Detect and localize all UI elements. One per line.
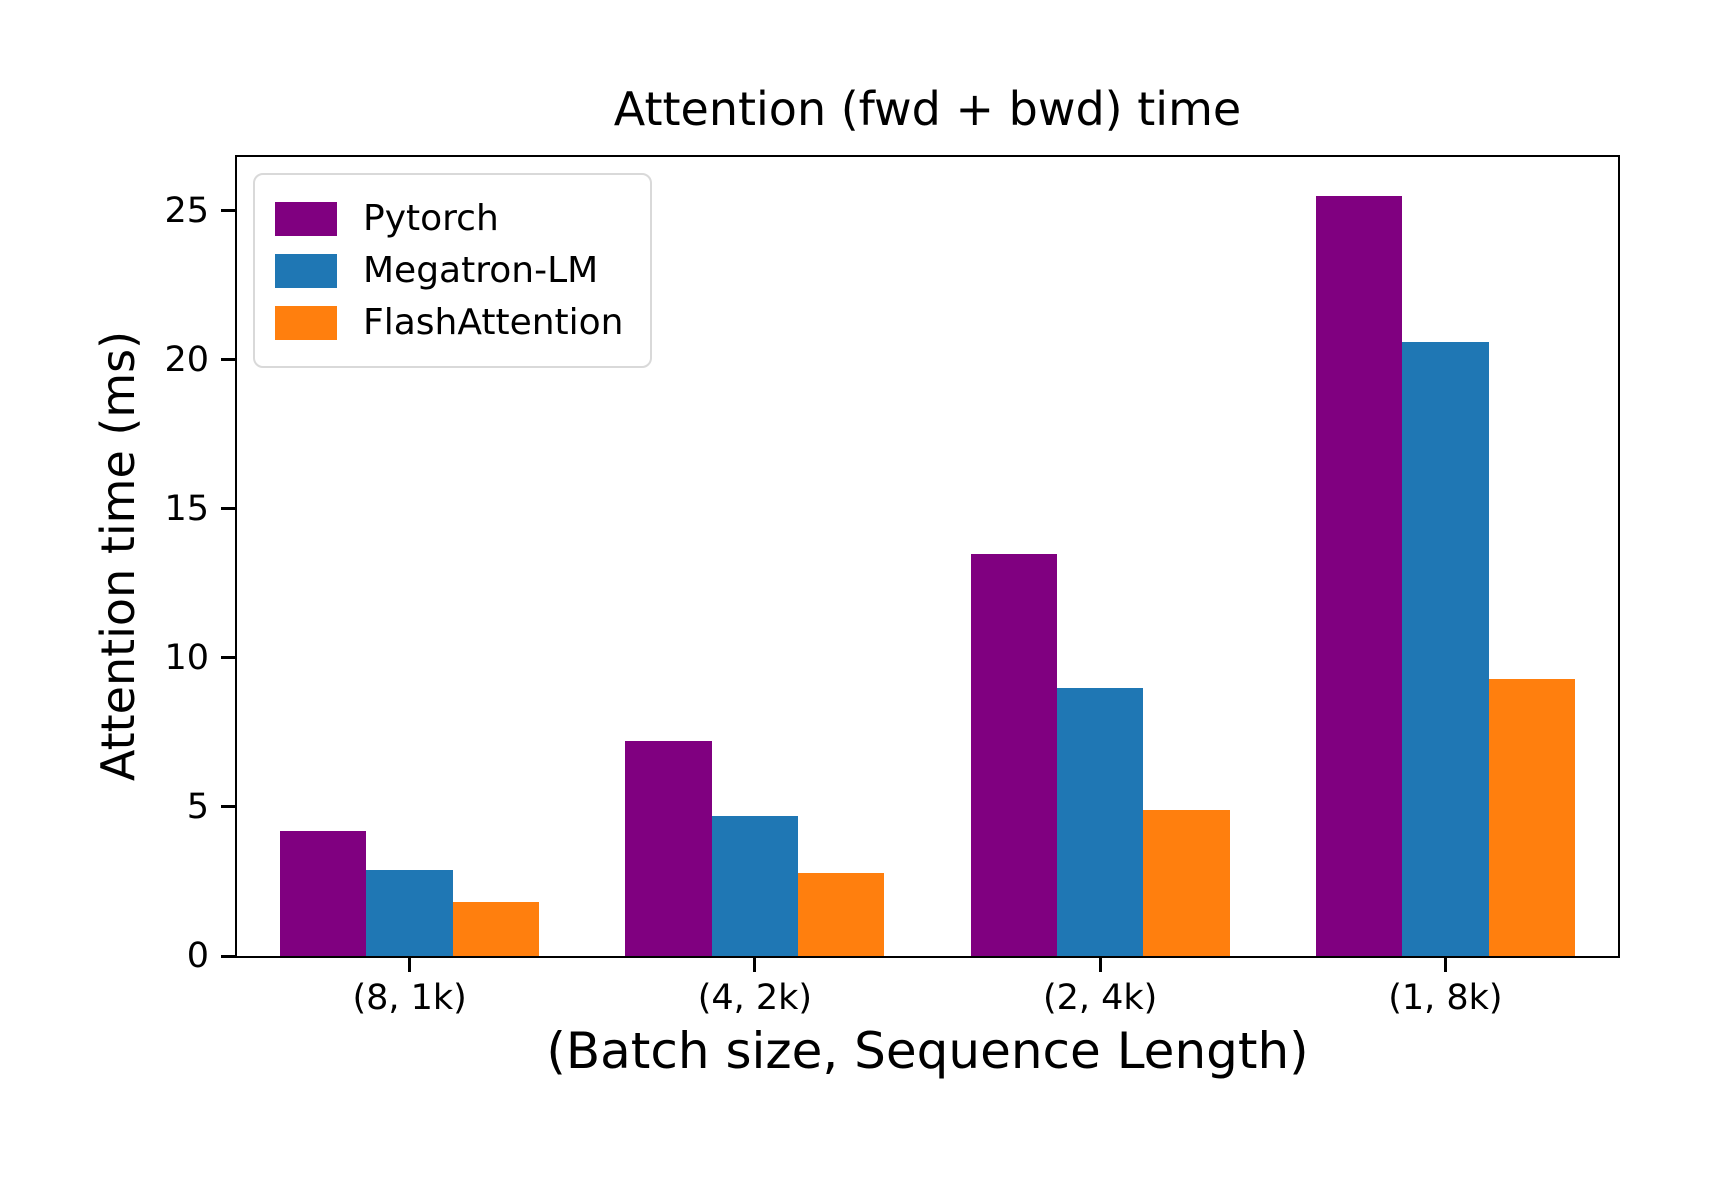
legend-item: Megatron-LM bbox=[275, 250, 624, 291]
legend: Pytorch Megatron-LM FlashAttention bbox=[253, 173, 652, 368]
x-tick-mark bbox=[408, 958, 412, 972]
bar-flashattention-18k bbox=[1488, 678, 1575, 956]
legend-swatch-icon bbox=[275, 253, 337, 288]
legend-label: Megatron-LM bbox=[363, 250, 599, 291]
bar-pytorch-18k bbox=[1315, 195, 1403, 956]
y-tick-mark bbox=[221, 805, 235, 809]
legend-swatch-icon bbox=[275, 201, 337, 236]
y-tick-mark bbox=[221, 358, 235, 362]
x-axis-label: (Batch size, Sequence Length) bbox=[546, 1022, 1309, 1080]
legend-swatch-icon bbox=[275, 305, 337, 340]
legend-label: Pytorch bbox=[363, 198, 499, 239]
y-tick-mark bbox=[221, 209, 235, 213]
bar-flashattention-81k bbox=[452, 902, 540, 956]
bar-pytorch-42k bbox=[625, 741, 712, 956]
y-tick-label: 0 bbox=[186, 936, 209, 976]
plot-area bbox=[235, 155, 1620, 958]
y-tick-label: 20 bbox=[164, 339, 209, 380]
legend-label: FlashAttention bbox=[363, 302, 624, 343]
legend-item: FlashAttention bbox=[275, 302, 624, 343]
legend-item: Pytorch bbox=[275, 198, 624, 239]
x-tick-label: (2, 4k) bbox=[1042, 978, 1158, 1018]
y-tick-label: 5 bbox=[186, 786, 209, 827]
x-tick-mark bbox=[1443, 958, 1447, 972]
bar-pytorch-81k bbox=[280, 830, 367, 956]
bar-megatron-lm-81k bbox=[366, 869, 453, 956]
bar-megatron-lm-18k bbox=[1402, 341, 1489, 956]
bar-megatron-lm-42k bbox=[711, 815, 799, 956]
y-tick-label: 25 bbox=[164, 190, 209, 231]
y-tick-label: 10 bbox=[164, 637, 209, 678]
bar-megatron-lm-24k bbox=[1056, 687, 1144, 956]
x-tick-label: (1, 8k) bbox=[1388, 978, 1503, 1018]
y-tick-label: 15 bbox=[164, 488, 209, 529]
x-tick-mark bbox=[753, 958, 757, 972]
y-tick-mark bbox=[221, 507, 235, 511]
y-axis-label: Attention time (ms) bbox=[91, 330, 145, 782]
chart-title: Attention (fwd + bwd) time bbox=[613, 82, 1242, 136]
bar-flashattention-42k bbox=[798, 872, 885, 956]
y-tick-mark bbox=[221, 954, 235, 958]
bar-pytorch-24k bbox=[970, 553, 1057, 956]
x-tick-mark bbox=[1098, 958, 1102, 972]
bar-flashattention-24k bbox=[1143, 809, 1230, 956]
y-tick-mark bbox=[221, 656, 235, 660]
x-tick-label: (8, 1k) bbox=[352, 978, 467, 1018]
x-tick-label: (4, 2k) bbox=[697, 978, 813, 1018]
